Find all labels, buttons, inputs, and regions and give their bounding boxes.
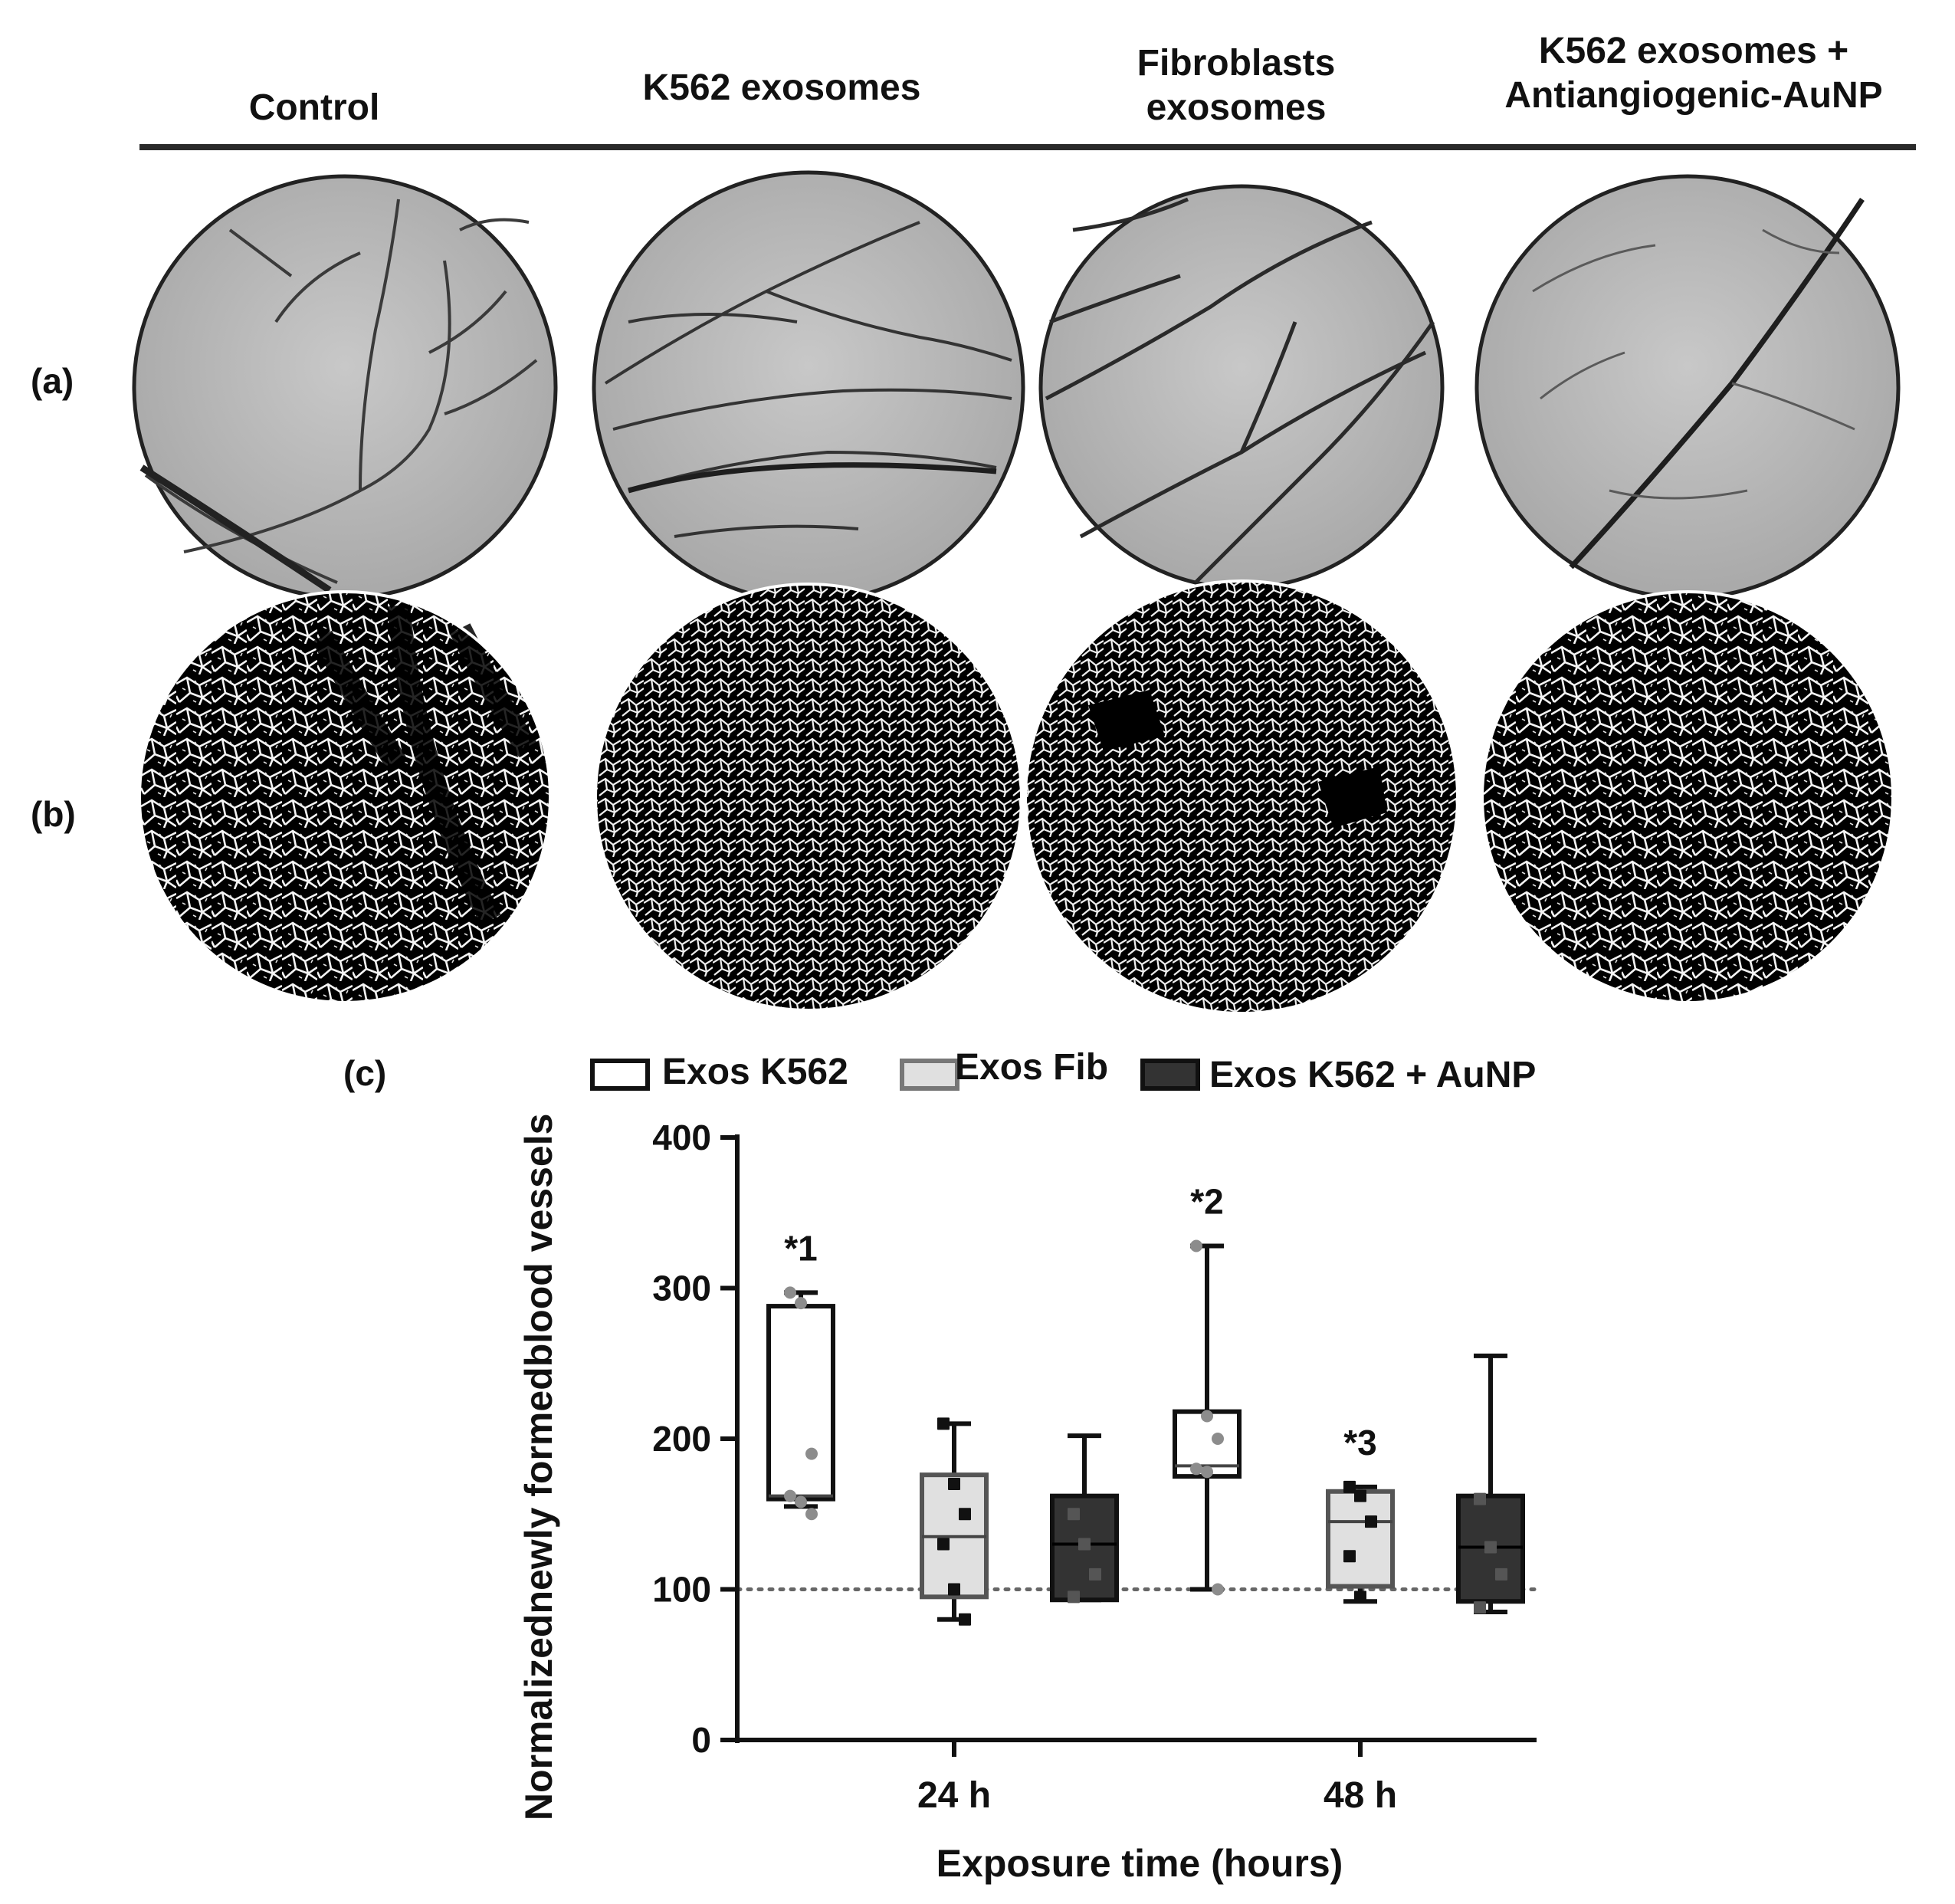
- column-header-fibroblasts-exosomes: Fibroblasts exosomes: [999, 41, 1474, 130]
- segmentation-control: [138, 590, 552, 1004]
- data-point: [1068, 1508, 1080, 1521]
- significance-annotation: *3: [1343, 1423, 1376, 1462]
- data-point: [1495, 1568, 1507, 1581]
- data-point: [795, 1495, 807, 1508]
- chart-legend: Exos K562 Exos Fib Exos K562 + AuNP: [590, 1046, 1663, 1100]
- data-point: [1201, 1466, 1213, 1479]
- data-point: [948, 1477, 960, 1490]
- column-header-line: K562 exosomes: [642, 67, 921, 108]
- column-header-control: Control: [77, 86, 552, 130]
- data-point: [959, 1613, 971, 1626]
- data-point: [959, 1508, 971, 1521]
- data-point: [1343, 1480, 1356, 1493]
- panel-label-a: (a): [31, 361, 74, 401]
- box-0-0: [766, 1304, 835, 1502]
- legend-swatch-exos-fib: [900, 1059, 959, 1091]
- data-point: [1354, 1489, 1366, 1502]
- data-point: [1474, 1492, 1486, 1505]
- data-point: [1068, 1590, 1080, 1604]
- data-point: [1354, 1590, 1366, 1604]
- data-point: [1484, 1541, 1497, 1554]
- panel-label-c: (c): [343, 1053, 387, 1093]
- data-point: [1212, 1583, 1224, 1596]
- legend-swatch-exos-k562: [590, 1059, 650, 1091]
- column-header-line: exosomes: [1146, 87, 1327, 128]
- data-point: [1190, 1462, 1202, 1476]
- y-axis-label: Normalizednewly formedblood vessels (%): [517, 1104, 560, 1820]
- photo-control: [132, 174, 558, 600]
- data-point: [1343, 1550, 1356, 1563]
- column-header-k562-exosomes-aunp: K562 exosomes + Antiangiogenic-AuNP: [1456, 29, 1931, 118]
- y-tick-label: 200: [652, 1419, 711, 1459]
- data-point: [784, 1489, 796, 1502]
- segmentation-k562-exosomes-aunp: [1481, 590, 1894, 1004]
- data-point: [805, 1508, 818, 1521]
- legend-label-exos-fib: Exos Fib: [955, 1047, 1109, 1088]
- data-point: [948, 1583, 960, 1596]
- data-point: [1078, 1538, 1091, 1551]
- data-point: [1201, 1410, 1213, 1423]
- column-header-line: Fibroblasts: [1137, 43, 1336, 84]
- cam-images: [132, 170, 1901, 1012]
- y-tick-label: 400: [652, 1118, 711, 1157]
- data-point: [1474, 1601, 1486, 1614]
- y-tick-label: 0: [691, 1720, 711, 1760]
- y-tick-label: 300: [652, 1269, 711, 1308]
- legend-label-exos-k562-aunp: Exos K562 + AuNP: [1209, 1055, 1537, 1095]
- significance-annotation: *2: [1190, 1181, 1223, 1221]
- column-header-line: K562 exosomes +: [1538, 31, 1849, 71]
- legend-swatch-exos-k562-aunp: [1140, 1059, 1200, 1091]
- data-point: [1212, 1433, 1224, 1445]
- column-header-k562-exosomes: K562 exosomes: [544, 66, 1019, 110]
- data-point: [1365, 1515, 1377, 1528]
- x-tick-label: 24 h: [917, 1775, 991, 1816]
- column-header-line: Control: [248, 87, 380, 128]
- x-axis-label: Exposure time (hours): [936, 1842, 1343, 1885]
- data-point: [1089, 1568, 1101, 1581]
- photo-k562-exosomes-aunp: [1474, 174, 1901, 600]
- data-point: [1190, 1239, 1202, 1252]
- box-plot: 0 100 200 300 400 24 h 48 h Exposure time (hour…: [517, 1104, 1537, 1885]
- panel-label-b: (b): [31, 794, 76, 834]
- photo-k562-exosomes: [592, 170, 1025, 604]
- photo-fibroblasts-exosomes: [1038, 184, 1445, 590]
- data-point: [795, 1297, 807, 1310]
- x-tick-label: 48 h: [1324, 1775, 1397, 1816]
- data-point: [937, 1538, 950, 1551]
- segmentation-k562-exosomes: [594, 583, 1023, 1012]
- data-point: [937, 1417, 950, 1430]
- legend-label-exos-k562: Exos K562: [662, 1052, 848, 1092]
- segmentation-fibroblasts-exosomes: [1024, 579, 1459, 1012]
- data-point: [784, 1286, 796, 1299]
- header-rule: [139, 144, 1916, 150]
- data-point: [805, 1447, 818, 1460]
- y-tick-label: 100: [652, 1570, 711, 1610]
- significance-annotation: *1: [784, 1228, 817, 1268]
- box-1-1: [1326, 1489, 1395, 1589]
- column-header-line: Antiangiogenic-AuNP: [1504, 75, 1883, 116]
